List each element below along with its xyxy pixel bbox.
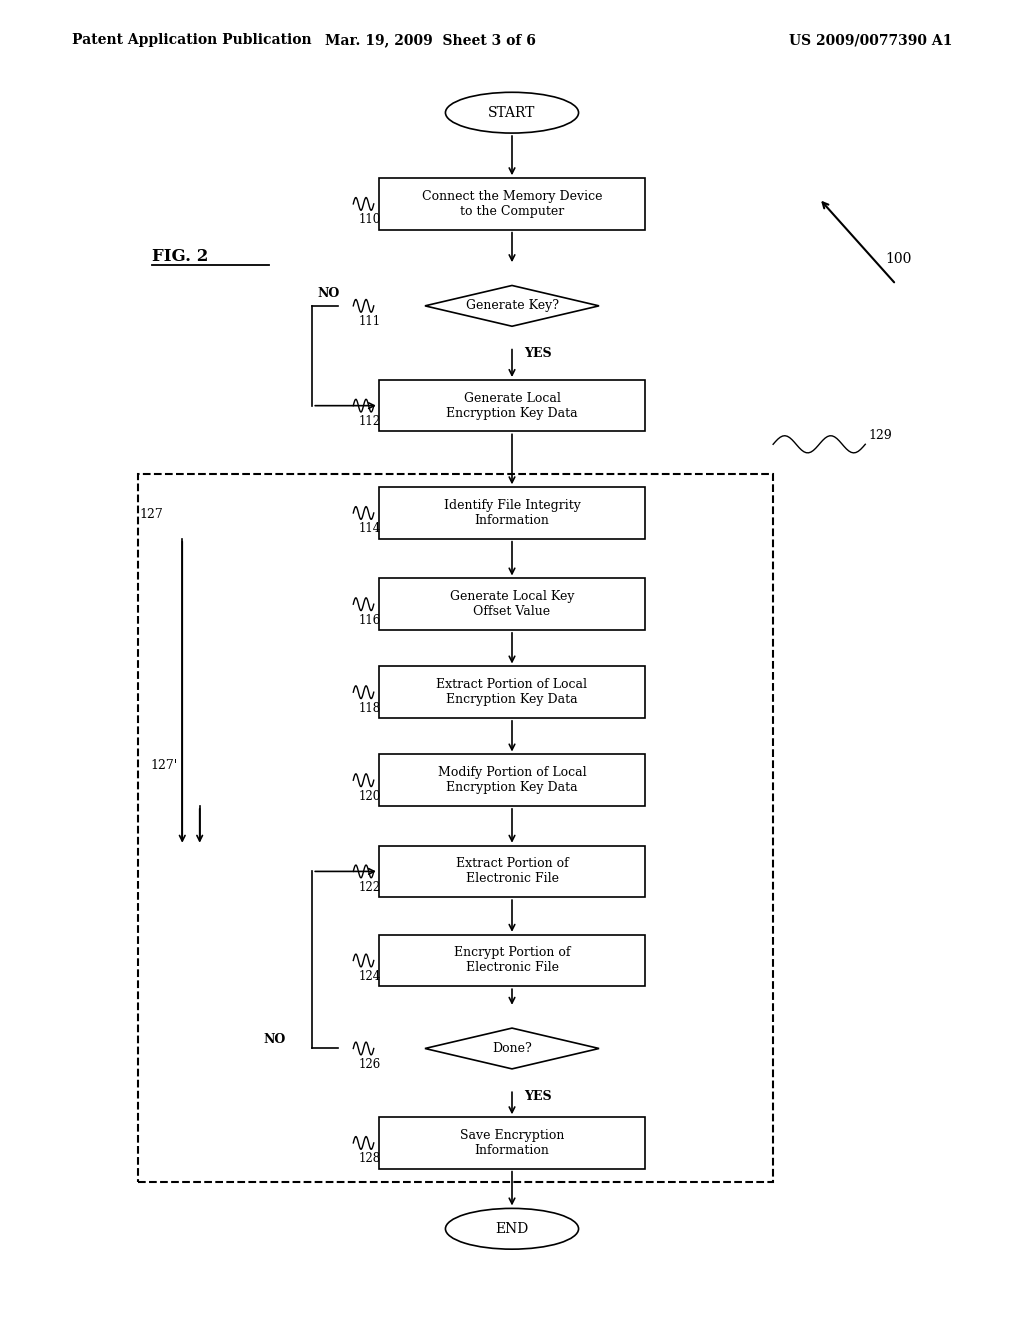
Text: Encrypt Portion of
Electronic File: Encrypt Portion of Electronic File: [454, 946, 570, 974]
Text: Patent Application Publication: Patent Application Publication: [72, 33, 311, 48]
Text: NO: NO: [263, 1034, 286, 1047]
FancyBboxPatch shape: [379, 667, 645, 718]
FancyBboxPatch shape: [379, 755, 645, 807]
FancyBboxPatch shape: [379, 578, 645, 630]
Text: 100: 100: [886, 252, 912, 265]
FancyBboxPatch shape: [379, 380, 645, 432]
Text: YES: YES: [524, 1090, 552, 1104]
FancyBboxPatch shape: [379, 1117, 645, 1168]
Text: 127': 127': [151, 759, 178, 772]
Text: Extract Portion of Local
Encryption Key Data: Extract Portion of Local Encryption Key …: [436, 678, 588, 706]
Polygon shape: [425, 285, 599, 326]
FancyBboxPatch shape: [379, 487, 645, 539]
Text: Identify File Integrity
Information: Identify File Integrity Information: [443, 499, 581, 527]
Text: Generate Key?: Generate Key?: [466, 300, 558, 313]
Text: 114: 114: [358, 523, 381, 536]
Text: Connect the Memory Device
to the Computer: Connect the Memory Device to the Compute…: [422, 190, 602, 218]
Text: 128: 128: [358, 1152, 381, 1166]
Text: Extract Portion of
Electronic File: Extract Portion of Electronic File: [456, 858, 568, 886]
Text: FIG. 2: FIG. 2: [152, 248, 208, 265]
Text: 118: 118: [358, 701, 381, 714]
Text: 127: 127: [139, 508, 163, 521]
Text: Modify Portion of Local
Encryption Key Data: Modify Portion of Local Encryption Key D…: [437, 766, 587, 795]
Ellipse shape: [445, 1208, 579, 1249]
Text: 110: 110: [358, 214, 381, 226]
Ellipse shape: [445, 92, 579, 133]
Text: 111: 111: [358, 315, 381, 329]
Text: Save Encryption
Information: Save Encryption Information: [460, 1129, 564, 1156]
Text: NO: NO: [317, 288, 340, 300]
FancyBboxPatch shape: [379, 178, 645, 230]
Text: 129: 129: [868, 429, 892, 442]
Text: 122: 122: [358, 880, 381, 894]
Text: 116: 116: [358, 614, 381, 627]
Text: Mar. 19, 2009  Sheet 3 of 6: Mar. 19, 2009 Sheet 3 of 6: [325, 33, 536, 48]
Text: US 2009/0077390 A1: US 2009/0077390 A1: [788, 33, 952, 48]
FancyBboxPatch shape: [379, 846, 645, 898]
Text: Generate Local Key
Offset Value: Generate Local Key Offset Value: [450, 590, 574, 618]
Text: 126: 126: [358, 1057, 381, 1071]
Text: END: END: [496, 1222, 528, 1236]
Text: 124: 124: [358, 970, 381, 983]
Text: 112: 112: [358, 414, 381, 428]
Polygon shape: [425, 1028, 599, 1069]
Text: Generate Local
Encryption Key Data: Generate Local Encryption Key Data: [446, 392, 578, 420]
Text: YES: YES: [524, 347, 552, 360]
FancyBboxPatch shape: [379, 935, 645, 986]
Text: 120: 120: [358, 789, 381, 803]
Text: START: START: [488, 106, 536, 120]
Text: Done?: Done?: [493, 1041, 531, 1055]
